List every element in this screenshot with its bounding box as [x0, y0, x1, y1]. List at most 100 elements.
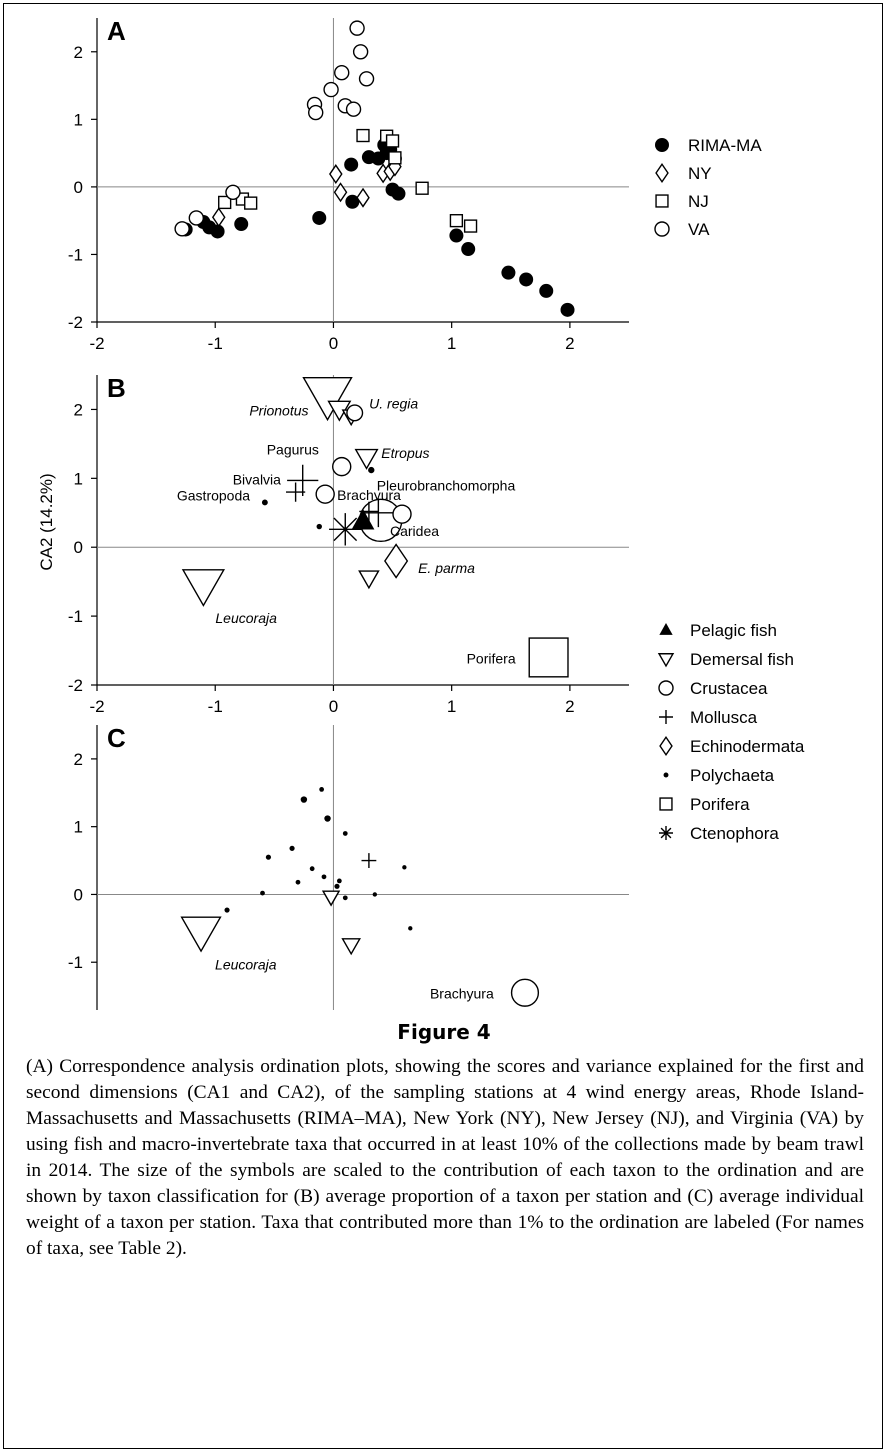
circle-marker	[315, 484, 335, 504]
legend-label: Pelagic fish	[690, 621, 777, 640]
plus-marker	[286, 482, 306, 502]
triangle-down-marker	[354, 448, 379, 470]
circle-marker	[358, 71, 375, 87]
dot-marker	[260, 890, 265, 896]
panel-a: -2 -1 0 1 2 -2 -1 0 1 2 A RIMA-MA NY NJ VA	[68, 16, 762, 353]
square-marker	[449, 214, 464, 228]
y-tick-label: 1	[74, 110, 83, 129]
diamond-marker	[333, 182, 348, 203]
legend-label: NY	[688, 164, 712, 183]
dot-marker	[300, 796, 308, 803]
y-tick-label: 1	[74, 818, 83, 837]
square-marker	[528, 637, 569, 678]
diamond-marker	[384, 543, 409, 579]
x-tick-label: -1	[208, 334, 223, 353]
x-tick-label: -1	[208, 697, 223, 716]
legend-label: Ctenophora	[690, 824, 779, 843]
x-tick-label: -2	[89, 334, 104, 353]
circle-marker	[510, 978, 540, 1007]
filled-circle-marker	[539, 283, 554, 298]
legend-label: VA	[688, 220, 710, 239]
filled-circle-marker	[234, 217, 249, 232]
dot-marker	[342, 895, 348, 901]
legend-filled-circle-marker	[655, 138, 669, 152]
x-tick-label: -2	[89, 697, 104, 716]
legend-label: Crustacea	[690, 679, 768, 698]
legend-label: NJ	[688, 192, 709, 211]
legend-diamond-marker	[655, 163, 669, 183]
y-tick-label: 0	[74, 885, 83, 904]
dot-marker	[368, 466, 375, 474]
filled-circle-marker	[501, 265, 516, 280]
y-tick-label: 2	[74, 400, 83, 419]
filled-circle-marker	[461, 242, 476, 257]
dot-marker	[289, 845, 295, 851]
dot-marker	[319, 787, 325, 792]
legend-label: Porifera	[690, 795, 750, 814]
plus-marker	[361, 853, 377, 868]
figure-title: Figure 4	[397, 1020, 491, 1044]
diamond-marker	[356, 187, 370, 208]
filled-circle-marker	[344, 157, 359, 172]
x-tick-label: 2	[565, 697, 574, 716]
filled-circle-marker	[560, 302, 575, 317]
y-tick-label: 0	[74, 538, 83, 557]
legend-circle-marker	[654, 221, 670, 237]
dot-marker	[261, 499, 268, 506]
legend-label: Demersal fish	[690, 650, 794, 669]
diamond-marker	[211, 207, 226, 228]
dot-marker	[295, 879, 301, 885]
figure-frame	[3, 3, 883, 1449]
legend-label: Echinodermata	[690, 737, 805, 756]
triangle-down-marker	[302, 376, 353, 422]
circle-marker	[225, 184, 241, 200]
taxon-label: Caridea	[390, 523, 439, 539]
legend-dot-marker	[663, 772, 669, 778]
filled-circle-marker	[519, 272, 534, 287]
legend-a: RIMA-MA NY NJ VA	[654, 136, 762, 239]
y-axis-title: CA2 (14.2%)	[37, 473, 56, 570]
dot-marker	[372, 892, 377, 897]
y-tick-label: 0	[74, 178, 83, 197]
triangle-up-marker	[351, 509, 375, 530]
y-tick-label: -1	[68, 607, 83, 626]
filled-circle-marker	[210, 224, 225, 239]
square-marker	[463, 219, 478, 233]
panel-letter: B	[107, 373, 126, 403]
legend-label: Mollusca	[690, 708, 758, 727]
square-marker	[244, 196, 258, 210]
legend-label: RIMA-MA	[688, 136, 762, 155]
taxon-label: Bivalvia	[233, 471, 281, 487]
circle-marker	[323, 81, 339, 98]
legend-circle-marker	[658, 680, 674, 696]
legend-asterisk-marker	[659, 826, 673, 840]
x-tick-label: 1	[447, 334, 456, 353]
y-tick-label: -1	[68, 953, 83, 972]
dot-marker	[324, 815, 331, 822]
taxon-label: Pleurobranchomorpha	[377, 477, 516, 493]
circle-marker	[188, 210, 205, 226]
taxon-label: Leucoraja	[215, 610, 277, 626]
circle-marker	[349, 20, 365, 36]
dot-marker	[224, 907, 230, 913]
legend-triangle-down-marker	[657, 653, 675, 668]
taxon-label: Pagurus	[267, 442, 319, 458]
triangle-down-marker	[358, 570, 380, 590]
filled-circle-marker	[391, 186, 406, 201]
taxon-label: Porifera	[467, 650, 516, 666]
dot-marker	[342, 831, 348, 836]
legend-label: Polychaeta	[690, 766, 775, 785]
dot-marker	[408, 926, 413, 931]
taxon-label: Etropus	[381, 445, 429, 461]
dot-marker	[321, 874, 327, 880]
square-marker	[388, 151, 402, 165]
legend-plus-marker	[659, 710, 673, 724]
circle-marker	[345, 101, 362, 117]
dot-marker	[265, 854, 272, 860]
taxon-label: Prionotus	[249, 402, 308, 418]
panel-b: -2 -1 0 1 2 -2 -1 0 1 2 B CA2 (14.2%) Prionotus U. re…	[37, 373, 805, 843]
square-marker	[218, 195, 232, 210]
filled-circle-marker	[312, 210, 327, 225]
x-tick-label: 2	[565, 334, 574, 353]
triangle-down-marker	[321, 890, 341, 907]
